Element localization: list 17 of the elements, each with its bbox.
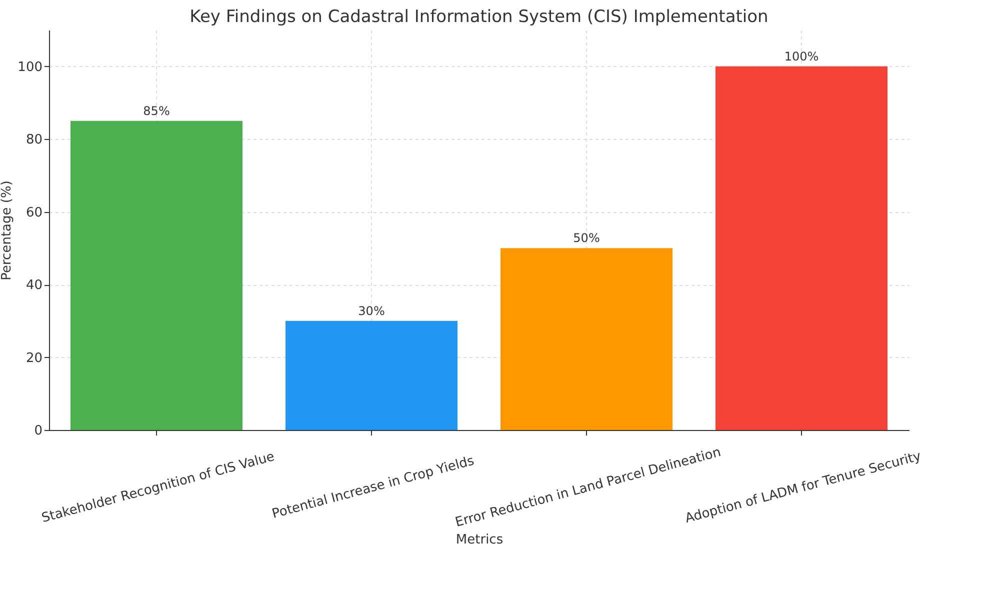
data-label: 50% <box>573 231 600 246</box>
y-tick-label: 80 <box>26 132 42 148</box>
chart-title: Key Findings on Cadastral Information System (CIS) Implementation <box>190 7 768 27</box>
bar <box>70 120 242 430</box>
bar <box>716 66 888 430</box>
bar <box>500 248 672 430</box>
y-tick-label: 100 <box>18 60 42 75</box>
bar <box>286 320 458 430</box>
y-tick-label: 40 <box>26 278 42 294</box>
data-label: 85% <box>143 104 170 118</box>
y-tick-label: 0 <box>34 424 42 438</box>
y-tick-label: 20 <box>26 350 42 366</box>
y-tick-label: 60 <box>26 205 42 220</box>
x-axis-title: Metrics <box>456 532 504 548</box>
data-label: 30% <box>358 304 385 318</box>
y-axis-title: Percentage (%) <box>0 180 15 280</box>
data-label: 100% <box>784 49 819 64</box>
